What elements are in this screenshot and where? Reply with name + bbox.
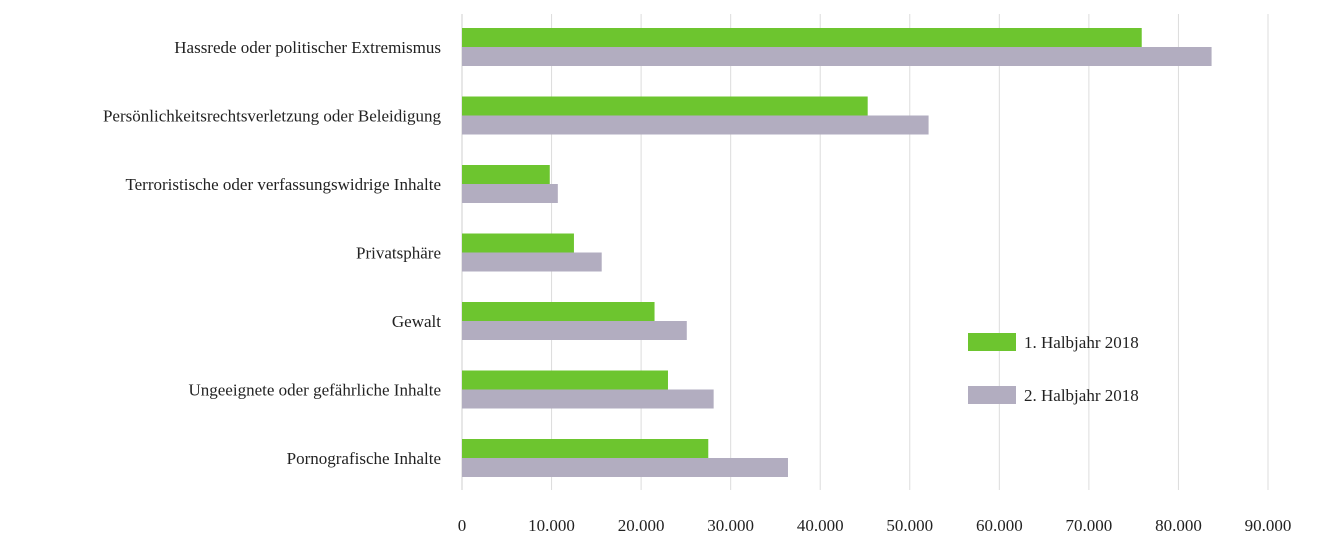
x-tick-label: 20.000: [618, 516, 665, 533]
bar-2: [462, 115, 929, 135]
x-tick-label: 40.000: [797, 516, 844, 533]
gridlines: [461, 14, 1269, 490]
legend-label-2: 2. Halbjahr 2018: [1024, 386, 1139, 405]
bar-1: [462, 165, 550, 184]
legend-label-1: 1. Halbjahr 2018: [1024, 333, 1139, 352]
category-label: Privatsphäre: [356, 244, 441, 263]
x-tick-labels: 0 10.000 20.000 30.000 40.000 50.000 60.000 70.…: [458, 516, 1292, 533]
category-label: Terroristische oder verfassungswidrige I…: [125, 175, 441, 194]
bar-2: [462, 321, 687, 340]
bar-1: [462, 370, 668, 390]
bar-1: [462, 233, 574, 253]
bar-1: [462, 28, 1142, 47]
category-label: Pornografische Inhalte: [287, 449, 441, 468]
x-tick-label: 60.000: [976, 516, 1023, 533]
category-labels: Hassrede oder politischer Extremismus Per…: [103, 38, 442, 468]
legend-swatch-2: [968, 386, 1016, 404]
x-tick-label: 70.000: [1066, 516, 1113, 533]
x-tick-label: 90.000: [1245, 516, 1292, 533]
category-label: Gewalt: [392, 312, 441, 331]
bar-2: [462, 252, 602, 272]
bars: [462, 28, 1212, 477]
legend: 1. Halbjahr 2018 2. Halbjahr 2018: [968, 333, 1139, 405]
x-tick-label: 50.000: [886, 516, 933, 533]
bar-2: [462, 184, 558, 203]
x-tick-label: 80.000: [1155, 516, 1202, 533]
bar-1: [462, 96, 868, 116]
bar-1: [462, 302, 655, 321]
legend-swatch-1: [968, 333, 1016, 351]
x-tick-label: 0: [458, 516, 467, 533]
category-label: Persönlichkeitsrechtsverletzung oder Bel…: [103, 107, 442, 126]
bar-2: [462, 458, 788, 477]
bar-1: [462, 439, 709, 458]
x-tick-label: 30.000: [707, 516, 754, 533]
category-label: Hassrede oder politischer Extremismus: [174, 38, 441, 57]
x-tick-label: 10.000: [528, 516, 575, 533]
bar-2: [462, 389, 714, 409]
category-label: Ungeeignete oder gefährliche Inhalte: [188, 381, 441, 400]
bar-2: [462, 47, 1212, 66]
